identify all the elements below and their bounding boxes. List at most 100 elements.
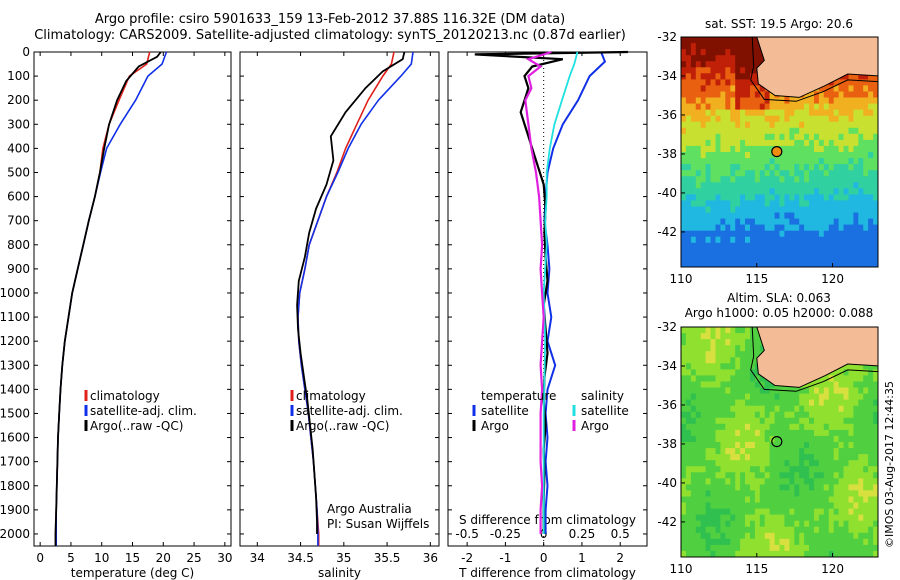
map-cell [754, 103, 761, 111]
map-cell [715, 448, 721, 455]
map-cell [725, 423, 731, 431]
map-cell [745, 188, 751, 195]
map-cell [720, 121, 726, 129]
map-x-tick-label: 110 [670, 272, 693, 286]
map-cell [774, 538, 781, 546]
map-cell [774, 109, 781, 117]
map-cell [750, 484, 756, 492]
map-cell [804, 194, 810, 202]
map-cell [685, 133, 692, 141]
map-cell [794, 182, 800, 189]
map-cell [853, 242, 859, 250]
map-cell [823, 242, 830, 250]
map-cell [809, 454, 815, 461]
map-cell [725, 158, 731, 165]
map-cell [705, 73, 712, 80]
map-cell [715, 484, 721, 492]
map-cell [853, 442, 859, 449]
map-cell [823, 121, 830, 129]
map-cell [715, 502, 721, 510]
map-cell [705, 212, 712, 220]
map-cell [715, 429, 721, 437]
map-cell [750, 351, 756, 358]
map-cell [794, 466, 800, 473]
map-cell [863, 212, 869, 220]
map-cell [823, 478, 830, 485]
map-cell [750, 176, 756, 183]
map-cell [690, 351, 697, 358]
map-cell [769, 164, 776, 171]
map-cell [789, 393, 795, 401]
map-cell [725, 550, 731, 557]
map-cell [750, 103, 756, 111]
map-cell [759, 544, 766, 552]
map-cell [774, 188, 781, 195]
map-cell [759, 91, 766, 99]
map-cell [730, 375, 736, 383]
map-cell [750, 97, 756, 105]
map-cell [799, 423, 805, 431]
map-cell [700, 170, 707, 177]
map-cell [740, 158, 746, 165]
map-cell [685, 218, 692, 226]
map-cell [794, 399, 800, 407]
map-cell [818, 109, 825, 117]
map-cell [809, 502, 815, 510]
map-cell [848, 121, 854, 129]
map-cell [710, 67, 716, 74]
map-cell [794, 152, 800, 159]
map-cell [823, 526, 830, 534]
map-cell [745, 333, 751, 340]
map-cell [833, 236, 840, 244]
annotation-text: PI: Susan Wijffels [327, 517, 429, 531]
map-cell [754, 55, 761, 62]
map-cell [710, 79, 716, 87]
map-cell [873, 538, 878, 546]
map-cell [823, 532, 830, 540]
map-cell [705, 218, 712, 226]
map-cell [685, 121, 692, 129]
map-cell [873, 79, 878, 87]
map-cell [784, 224, 790, 232]
map-y-tick-label: -42 [657, 515, 677, 529]
map-cell [799, 242, 805, 250]
map-cell [838, 508, 845, 516]
map-cell [725, 345, 731, 352]
map-cell [873, 260, 878, 267]
map-cell [814, 248, 820, 256]
map-cell [838, 200, 845, 208]
map-cell [868, 248, 874, 256]
map-cell [804, 212, 810, 220]
map-cell [730, 538, 736, 546]
map-cell [784, 544, 790, 552]
map-cell [809, 109, 815, 117]
map-cell [853, 212, 859, 220]
map-cell [858, 115, 864, 123]
map-cell [745, 532, 751, 540]
map-cell [740, 224, 746, 232]
map-cell [750, 188, 756, 195]
map-cell [764, 164, 771, 171]
map-cell [750, 381, 756, 389]
map-cell [784, 429, 790, 437]
map-cell [725, 429, 731, 437]
map-cell [823, 399, 830, 407]
map-cell [794, 550, 800, 557]
map-cell [804, 152, 810, 159]
map-y-tick-label: -34 [657, 359, 677, 373]
map-cell [863, 478, 869, 485]
map-cell [838, 158, 845, 165]
map-cell [838, 472, 845, 479]
map-cell [853, 152, 859, 159]
map-cell [720, 411, 726, 419]
map-cell [730, 357, 736, 364]
map-cell [745, 381, 751, 389]
map-cell [725, 79, 731, 87]
map-cell [745, 502, 751, 510]
map-cell [814, 520, 820, 528]
map-cell [848, 381, 854, 389]
map-cell [745, 248, 751, 256]
map-cell [804, 399, 810, 407]
map-cell [823, 460, 830, 467]
map-cell [705, 339, 712, 346]
